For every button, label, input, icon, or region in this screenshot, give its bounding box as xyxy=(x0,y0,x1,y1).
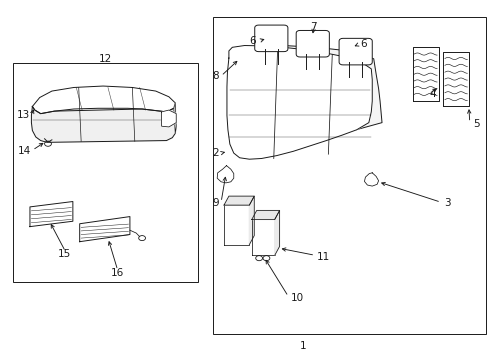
Text: 10: 10 xyxy=(290,293,304,303)
Bar xyxy=(322,78,326,80)
Polygon shape xyxy=(364,173,378,186)
Polygon shape xyxy=(226,45,371,159)
Polygon shape xyxy=(224,205,249,244)
Bar xyxy=(311,75,315,77)
Text: 9: 9 xyxy=(212,198,219,208)
Bar xyxy=(13,63,198,282)
Polygon shape xyxy=(251,220,274,255)
Polygon shape xyxy=(80,217,130,242)
FancyBboxPatch shape xyxy=(338,39,371,65)
Bar xyxy=(258,60,262,63)
Text: 8: 8 xyxy=(212,71,219,81)
Polygon shape xyxy=(217,166,233,183)
Bar xyxy=(268,63,272,66)
FancyBboxPatch shape xyxy=(254,25,287,51)
Bar xyxy=(301,72,305,74)
Polygon shape xyxy=(412,47,438,101)
Text: 6: 6 xyxy=(248,36,255,46)
Polygon shape xyxy=(249,196,254,244)
Polygon shape xyxy=(161,110,176,127)
Text: 2: 2 xyxy=(212,148,219,158)
Bar xyxy=(279,66,283,68)
Bar xyxy=(212,17,485,334)
Text: 5: 5 xyxy=(472,120,478,129)
Text: 12: 12 xyxy=(99,54,112,64)
Text: 16: 16 xyxy=(111,268,124,278)
Polygon shape xyxy=(224,196,254,205)
Polygon shape xyxy=(32,86,175,114)
Polygon shape xyxy=(173,103,176,134)
Polygon shape xyxy=(443,51,468,107)
Text: 7: 7 xyxy=(310,22,316,32)
Text: 13: 13 xyxy=(17,111,30,121)
Polygon shape xyxy=(31,107,176,142)
Text: 15: 15 xyxy=(58,248,71,258)
Text: 4: 4 xyxy=(429,89,435,99)
FancyBboxPatch shape xyxy=(296,31,329,57)
Polygon shape xyxy=(238,44,381,156)
Text: 3: 3 xyxy=(444,198,450,208)
Bar xyxy=(290,69,294,71)
Polygon shape xyxy=(30,202,73,226)
Text: 6: 6 xyxy=(360,40,366,49)
Polygon shape xyxy=(274,211,279,255)
Bar xyxy=(332,81,336,83)
Text: 11: 11 xyxy=(316,252,329,262)
Polygon shape xyxy=(251,211,279,220)
Text: 14: 14 xyxy=(18,146,31,156)
Text: 1: 1 xyxy=(299,341,305,351)
